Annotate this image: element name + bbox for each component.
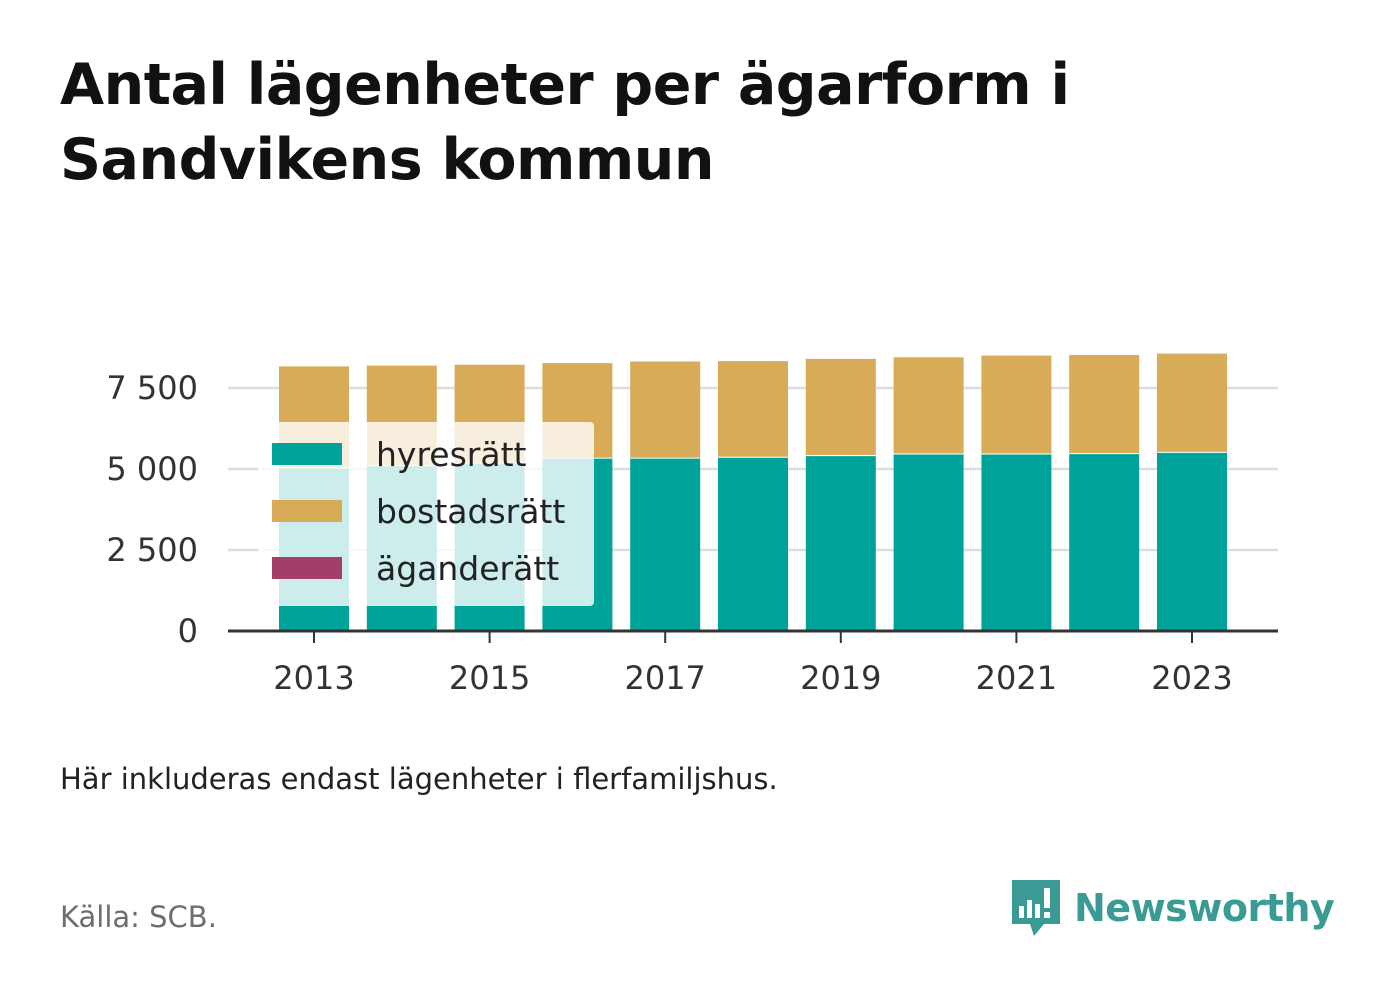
legend-label: äganderätt — [376, 549, 559, 588]
bar-bostadsratt-2022 — [1069, 353, 1140, 454]
x-tick-label: 2013 — [273, 659, 354, 697]
bar-hyresratt-2017 — [630, 457, 701, 631]
bar-bostadsratt-2017 — [630, 360, 701, 458]
bar-hyresratt-2023 — [1157, 451, 1227, 631]
newsworthy-icon — [1012, 880, 1060, 936]
bar-bostadsratt-2021 — [981, 354, 1052, 454]
y-tick-label: 7 500 — [106, 369, 198, 407]
legend-label: bostadsrätt — [376, 492, 565, 531]
legend-swatch — [272, 557, 342, 579]
chart-note: Här inkluderas endast lägenheter i flerf… — [60, 762, 778, 796]
bar-bostadsratt-2019 — [805, 357, 876, 456]
bar-hyresratt-2021 — [981, 453, 1052, 631]
y-tick-label: 0 — [178, 612, 198, 650]
y-tick-label: 2 500 — [106, 531, 198, 569]
legend: hyresrätt bostadsrätt äganderätt — [258, 422, 594, 606]
x-tick-label: 2021 — [976, 659, 1057, 697]
legend-swatch — [272, 443, 342, 465]
bar-hyresratt-2019 — [805, 455, 876, 631]
bar-hyresratt-2020 — [893, 453, 964, 631]
legend-swatch — [272, 500, 342, 522]
x-tick-label: 2023 — [1151, 659, 1232, 697]
x-tick-label: 2017 — [624, 659, 705, 697]
x-tick-label: 2015 — [449, 659, 530, 697]
axes: 0 2 500 5 000 7 500 2013 2015 2017 2019 2021 2023 — [106, 369, 1278, 697]
bar-hyresratt-2022 — [1069, 453, 1140, 631]
bar-bostadsratt-2018 — [718, 360, 788, 457]
brand-name: Newsworthy — [1074, 886, 1335, 930]
newsworthy-logo: Newsworthy — [1010, 878, 1335, 938]
y-tick-label: 5 000 — [106, 450, 198, 488]
bar-bostadsratt-2023 — [1157, 352, 1227, 452]
chart-title: Antal lägenheter per ägarform i Sandvike… — [60, 52, 1070, 193]
x-tick-label: 2019 — [800, 659, 881, 697]
legend-label: hyresrätt — [376, 435, 527, 474]
bar-bostadsratt-2020 — [893, 356, 964, 454]
source-text: Källa: SCB. — [60, 900, 217, 934]
bar-hyresratt-2018 — [718, 456, 788, 631]
